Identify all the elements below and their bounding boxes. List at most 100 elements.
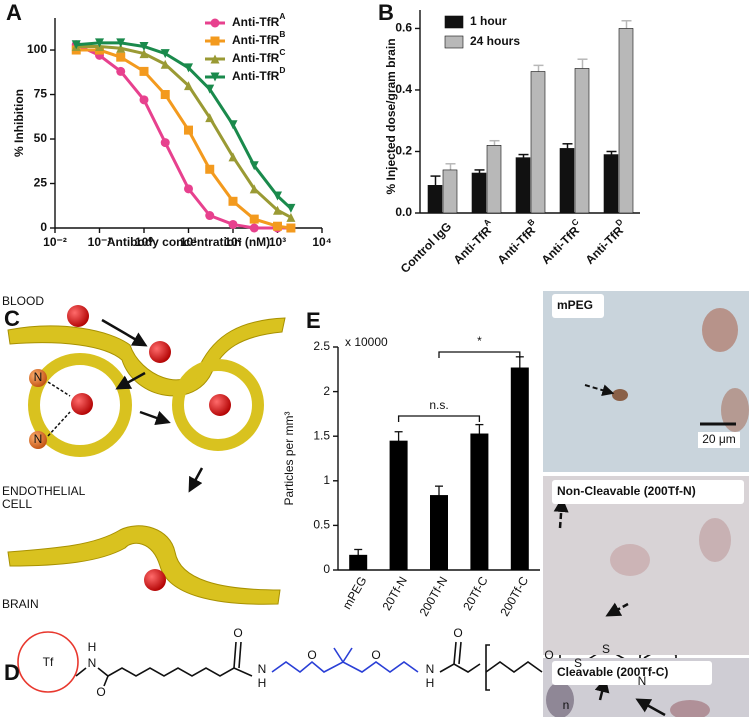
axis-annotation: x 10000 bbox=[345, 335, 388, 349]
atom-label: N bbox=[88, 656, 97, 670]
y-tick-label: 100 bbox=[27, 42, 47, 56]
panel-label: B bbox=[378, 0, 394, 25]
x-tick-label: Anti-TfRD bbox=[580, 217, 630, 267]
diagram-label: ENDOTHELIAL bbox=[2, 484, 86, 498]
panel-label: D bbox=[4, 660, 20, 685]
atom-label: O bbox=[307, 648, 316, 662]
bar bbox=[430, 495, 448, 570]
marker bbox=[139, 66, 149, 76]
x-tick-label: 10³ bbox=[269, 235, 286, 249]
x-tick-label: 10¹ bbox=[180, 235, 197, 249]
scale-label: 20 μm bbox=[702, 432, 736, 446]
marker bbox=[139, 95, 149, 105]
marker bbox=[95, 38, 104, 48]
transcytosis-diagram bbox=[7, 305, 286, 605]
protein-label: Tf bbox=[43, 655, 54, 669]
panel-label: C bbox=[4, 306, 20, 331]
x-tick-label: 200Tf-C bbox=[497, 574, 531, 619]
legend-marker bbox=[210, 72, 220, 82]
marker bbox=[160, 90, 170, 100]
atom-label: H bbox=[258, 676, 267, 690]
marker bbox=[116, 52, 126, 62]
x-tick-label: Anti-TfRB bbox=[492, 217, 542, 267]
bar bbox=[471, 172, 487, 214]
x-axis-title: Antibody concentration (nM) bbox=[107, 235, 270, 249]
marker bbox=[249, 214, 259, 224]
y-tick-label: 1 bbox=[323, 473, 330, 487]
x-tick-label: mPEG bbox=[340, 574, 370, 612]
bar bbox=[389, 440, 408, 570]
y-tick-label: 75 bbox=[34, 87, 48, 101]
marker bbox=[184, 81, 193, 91]
x-tick-label-sup: A bbox=[481, 217, 492, 228]
x-tick-label-sup: C bbox=[569, 217, 580, 228]
micrograph-label: Cleavable (200Tf-C) bbox=[557, 665, 668, 679]
marker bbox=[160, 138, 170, 148]
x-tick-label: 10⁰ bbox=[135, 235, 153, 249]
legend-label-sup: D bbox=[279, 65, 285, 75]
significance-label: n.s. bbox=[429, 398, 448, 412]
panel-label: E bbox=[306, 308, 321, 333]
marker bbox=[160, 59, 170, 69]
y-tick-label: 2 bbox=[323, 384, 330, 398]
x-tick-label: Control IgG bbox=[398, 219, 455, 276]
marker bbox=[205, 84, 215, 94]
micrograph-label: Non-Cleavable (200Tf-N) bbox=[557, 484, 696, 498]
y-tick-label: 25 bbox=[34, 176, 48, 190]
marker bbox=[71, 40, 81, 50]
legend-marker bbox=[210, 36, 220, 46]
x-tick-label-main: Anti-TfR bbox=[495, 224, 539, 268]
ligand-label: N bbox=[34, 370, 43, 384]
marker bbox=[286, 212, 296, 222]
bar bbox=[510, 367, 529, 570]
marker bbox=[139, 41, 149, 51]
legend-label-sup: A bbox=[279, 11, 285, 21]
y-tick-label: 0.6 bbox=[395, 21, 412, 35]
marker bbox=[228, 152, 238, 162]
bar bbox=[486, 145, 502, 214]
y-axis-title: Particles per mm³ bbox=[282, 411, 296, 505]
legend-swatch bbox=[444, 15, 464, 29]
atom-label: O bbox=[233, 626, 242, 640]
marker bbox=[205, 211, 215, 221]
atom-label: N bbox=[638, 674, 647, 688]
x-tick-label: 200Tf-N bbox=[417, 574, 451, 619]
bar bbox=[349, 554, 368, 570]
atom-label: O bbox=[371, 648, 380, 662]
legend-label: 24 hours bbox=[470, 34, 520, 48]
atom-label: O bbox=[96, 685, 105, 699]
y-tick-label: 0.2 bbox=[395, 144, 412, 158]
y-tick-label: 0.0 bbox=[395, 205, 412, 219]
bar bbox=[470, 433, 489, 570]
x-tick-label: Anti-TfRA bbox=[448, 217, 498, 267]
x-tick-label: 10² bbox=[224, 235, 241, 249]
marker bbox=[249, 184, 259, 194]
bar bbox=[427, 185, 443, 214]
atom-label: O bbox=[453, 626, 462, 640]
atom-label: S bbox=[602, 642, 610, 656]
x-tick-label-main: Anti-TfR bbox=[583, 224, 627, 268]
marker bbox=[184, 125, 193, 135]
atom-label: n bbox=[563, 698, 570, 712]
bar bbox=[603, 154, 619, 214]
diagram-label: CELL bbox=[2, 497, 32, 511]
y-tick-label: 0.5 bbox=[313, 518, 330, 532]
marker bbox=[116, 43, 126, 53]
significance-bracket bbox=[438, 351, 521, 358]
marker bbox=[205, 164, 215, 174]
bar bbox=[442, 169, 458, 214]
y-tick-label: 50 bbox=[34, 131, 48, 145]
x-tick-label: 10⁻² bbox=[43, 235, 67, 249]
micrographs bbox=[543, 291, 749, 717]
legend-label-main: Anti-TfR bbox=[232, 69, 280, 83]
legend-label-main: Anti-TfR bbox=[232, 33, 280, 47]
marker bbox=[160, 49, 170, 59]
bar bbox=[530, 71, 546, 214]
marker bbox=[273, 221, 282, 231]
x-tick-label: 10⁴ bbox=[312, 235, 331, 249]
atom-label: H bbox=[426, 676, 435, 690]
y-axis-title: % Inhibition bbox=[12, 89, 26, 157]
bar bbox=[618, 28, 634, 214]
legend-label-sup: C bbox=[279, 47, 285, 57]
